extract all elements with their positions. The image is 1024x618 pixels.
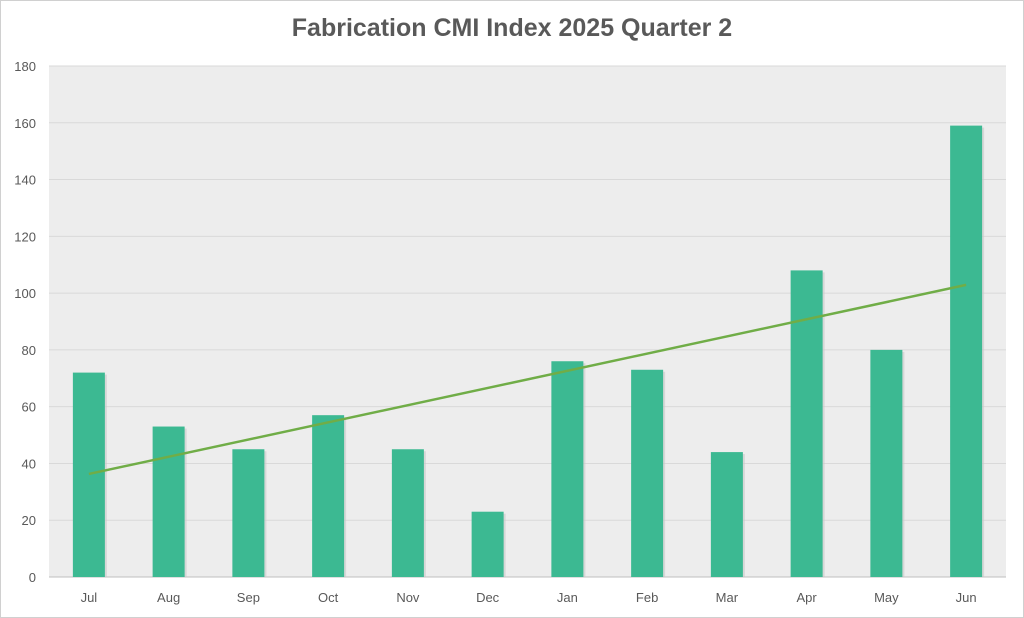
y-tick-label: 0: [29, 570, 36, 585]
x-tick-label: Apr: [797, 590, 818, 605]
y-tick-label: 120: [14, 229, 36, 244]
x-tick-label: Nov: [396, 590, 420, 605]
bar-jul: [72, 372, 105, 577]
y-tick-label: 40: [22, 456, 36, 471]
x-tick-label: Dec: [476, 590, 500, 605]
bar-feb: [631, 369, 664, 577]
bar-oct: [312, 415, 345, 577]
x-tick-label: May: [874, 590, 899, 605]
bar-may: [870, 349, 903, 577]
y-tick-label: 140: [14, 173, 36, 188]
bar-jan: [551, 361, 584, 577]
bar-jun: [950, 125, 983, 577]
y-tick-label: 60: [22, 400, 36, 415]
x-tick-label: Aug: [157, 590, 180, 605]
chart-title: Fabrication CMI Index 2025 Quarter 2: [291, 14, 733, 42]
bar-mar: [710, 452, 743, 577]
y-tick-label: 180: [14, 59, 36, 74]
bar-sep: [232, 449, 265, 577]
bar-aug: [152, 426, 185, 577]
plot-area: [49, 66, 1006, 577]
x-tick-label: Jul: [81, 590, 98, 605]
trendline: [88, 283, 967, 476]
y-tick-label: 160: [14, 116, 36, 131]
x-tick-label: Jan: [557, 590, 578, 605]
y-tick-label: 100: [14, 286, 36, 301]
y-tick-label: 20: [22, 513, 36, 528]
x-tick-label: Mar: [716, 590, 739, 605]
x-tick-label: Oct: [318, 590, 339, 605]
bar-nov: [391, 449, 424, 577]
x-tick-label: Sep: [237, 590, 260, 605]
y-tick-label: 80: [22, 343, 36, 358]
x-tick-label: Feb: [636, 590, 658, 605]
x-tick-label: Jun: [956, 590, 977, 605]
bar-dec: [471, 511, 504, 577]
